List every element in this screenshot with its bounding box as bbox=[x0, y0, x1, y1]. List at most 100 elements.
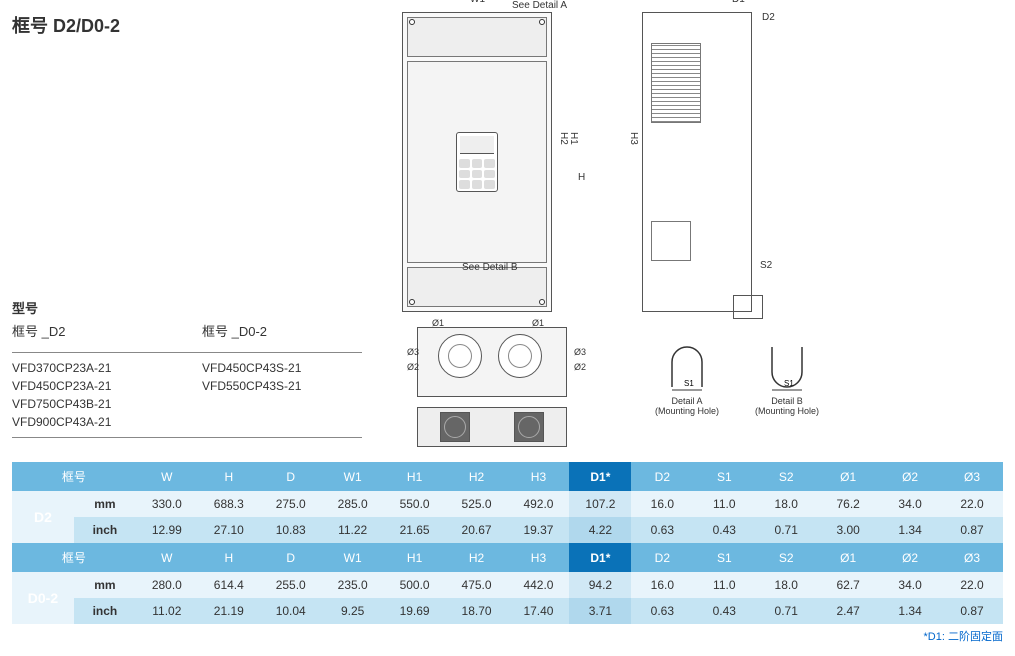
table-data-cell: 21.65 bbox=[384, 517, 446, 543]
table-data-cell: 0.71 bbox=[755, 517, 817, 543]
table-header-cell: H1 bbox=[384, 462, 446, 491]
frame-name-cell: D2 bbox=[12, 491, 74, 543]
table-data-cell: 1.34 bbox=[879, 598, 941, 624]
table-header-cell: S2 bbox=[755, 543, 817, 572]
table-data-cell: 0.43 bbox=[693, 598, 755, 624]
table-data-cell: 442.0 bbox=[508, 572, 570, 598]
side-view-drawing bbox=[642, 12, 752, 312]
table-data-cell: 11.0 bbox=[693, 572, 755, 598]
table-data-cell: 34.0 bbox=[879, 572, 941, 598]
model-number: VFD450CP43S-21 bbox=[202, 359, 301, 377]
detail-b-sub: (Mounting Hole) bbox=[742, 406, 832, 416]
table-header-frame: 框号 bbox=[12, 543, 136, 572]
table-header-cell: H3 bbox=[508, 543, 570, 572]
dim-H3: H3 bbox=[628, 132, 639, 145]
table-data-cell: 11.02 bbox=[136, 598, 198, 624]
model-number: VFD900CP43A-21 bbox=[12, 413, 162, 431]
dim-phi3-b: Ø3 bbox=[574, 347, 586, 357]
table-header-cell: D bbox=[260, 543, 322, 572]
table-data-cell: 21.19 bbox=[198, 598, 260, 624]
svg-text:S1: S1 bbox=[684, 379, 694, 388]
model-number: VFD750CP43B-21 bbox=[12, 395, 162, 413]
table-header-cell: W1 bbox=[322, 543, 384, 572]
table-data-cell: 10.04 bbox=[260, 598, 322, 624]
unit-cell: mm bbox=[74, 491, 136, 517]
table-data-cell: 18.0 bbox=[755, 491, 817, 517]
top-view-drawing bbox=[417, 327, 567, 397]
table-header-cell: D1* bbox=[569, 543, 631, 572]
unit-cell: mm bbox=[74, 572, 136, 598]
table-header-cell: Ø3 bbox=[941, 462, 1003, 491]
table-data-cell: 22.0 bbox=[941, 491, 1003, 517]
table-header-cell: W1 bbox=[322, 462, 384, 491]
detail-a-sub: (Mounting Hole) bbox=[642, 406, 732, 416]
table-data-cell: 18.0 bbox=[755, 572, 817, 598]
table-header-cell: D2 bbox=[631, 462, 693, 491]
table-data-cell: 62.7 bbox=[817, 572, 879, 598]
table-header-cell: H3 bbox=[508, 462, 570, 491]
table-data-cell: 17.40 bbox=[508, 598, 570, 624]
dimension-table: 框号WHDW1H1H2H3D1*D2S1S2Ø1Ø2Ø3D2mm330.0688… bbox=[12, 462, 1003, 624]
dim-D2: D2 bbox=[762, 12, 775, 23]
model-list-d0-2: VFD450CP43S-21VFD550CP43S-21 bbox=[202, 359, 301, 431]
dim-S2: S2 bbox=[760, 260, 772, 271]
table-header-cell: W bbox=[136, 543, 198, 572]
dim-see-detail-b: See Detail B bbox=[462, 262, 518, 273]
unit-cell: inch bbox=[74, 598, 136, 624]
table-data-cell: 16.0 bbox=[631, 491, 693, 517]
dim-D1: D1 bbox=[732, 0, 745, 5]
detail-a: S1 Detail A (Mounting Hole) bbox=[642, 342, 732, 416]
detail-a-title: Detail A bbox=[642, 396, 732, 406]
model-col2-title: 框号 _D0-2 bbox=[202, 321, 267, 340]
table-header-cell: Ø1 bbox=[817, 543, 879, 572]
table-data-cell: 500.0 bbox=[384, 572, 446, 598]
model-col1-title: 框号 _D2 bbox=[12, 321, 162, 340]
table-data-cell: 0.63 bbox=[631, 517, 693, 543]
table-data-cell: 255.0 bbox=[260, 572, 322, 598]
table-data-cell: 19.69 bbox=[384, 598, 446, 624]
table-header-cell: S1 bbox=[693, 462, 755, 491]
table-data-cell: 525.0 bbox=[446, 491, 508, 517]
table-data-cell: 285.0 bbox=[322, 491, 384, 517]
table-data-cell: 16.0 bbox=[631, 572, 693, 598]
model-heading: 型号 bbox=[12, 298, 362, 317]
dim-phi3-a: Ø3 bbox=[407, 347, 419, 357]
model-number: VFD450CP23A-21 bbox=[12, 377, 162, 395]
dim-W1: W1 bbox=[470, 0, 485, 5]
table-data-cell: 94.2 bbox=[569, 572, 631, 598]
dim-phi1-b: Ø1 bbox=[532, 318, 544, 328]
table-header-cell: Ø2 bbox=[879, 462, 941, 491]
dim-H1: H1 bbox=[568, 132, 579, 145]
fan-icon bbox=[440, 412, 470, 442]
table-data-cell: 688.3 bbox=[198, 491, 260, 517]
table-data-cell: 9.25 bbox=[322, 598, 384, 624]
table-data-cell: 34.0 bbox=[879, 491, 941, 517]
model-lists: VFD370CP23A-21VFD450CP23A-21VFD750CP43B-… bbox=[12, 359, 362, 438]
table-header-cell: S2 bbox=[755, 462, 817, 491]
table-header-cell: Ø3 bbox=[941, 543, 1003, 572]
table-data-cell: 614.4 bbox=[198, 572, 260, 598]
keypad-icon bbox=[456, 132, 498, 192]
table-data-cell: 1.34 bbox=[879, 517, 941, 543]
table-header-cell: D2 bbox=[631, 543, 693, 572]
page-title: 框号 D2/D0-2 bbox=[12, 12, 362, 38]
table-header-cell: D bbox=[260, 462, 322, 491]
table-header-cell: H2 bbox=[446, 462, 508, 491]
table-data-cell: 20.67 bbox=[446, 517, 508, 543]
table-data-cell: 550.0 bbox=[384, 491, 446, 517]
table-data-cell: 275.0 bbox=[260, 491, 322, 517]
dim-H2: H2 bbox=[558, 132, 569, 145]
table-data-cell: 27.10 bbox=[198, 517, 260, 543]
left-column: 框号 D2/D0-2 型号 框号 _D2 框号 _D0-2 VFD370CP23… bbox=[12, 12, 362, 442]
svg-text:S1: S1 bbox=[784, 379, 794, 388]
table-data-cell: 107.2 bbox=[569, 491, 631, 517]
table-header-cell: Ø2 bbox=[879, 543, 941, 572]
dimension-tables: 框号WHDW1H1H2H3D1*D2S1S2Ø1Ø2Ø3D2mm330.0688… bbox=[12, 462, 1003, 624]
dim-phi2-b: Ø2 bbox=[574, 362, 586, 372]
detail-b-title: Detail B bbox=[742, 396, 832, 406]
table-data-cell: 0.87 bbox=[941, 517, 1003, 543]
table-data-cell: 0.63 bbox=[631, 598, 693, 624]
dim-phi1-a: Ø1 bbox=[432, 318, 444, 328]
table-header-cell: S1 bbox=[693, 543, 755, 572]
table-header-frame: 框号 bbox=[12, 462, 136, 491]
